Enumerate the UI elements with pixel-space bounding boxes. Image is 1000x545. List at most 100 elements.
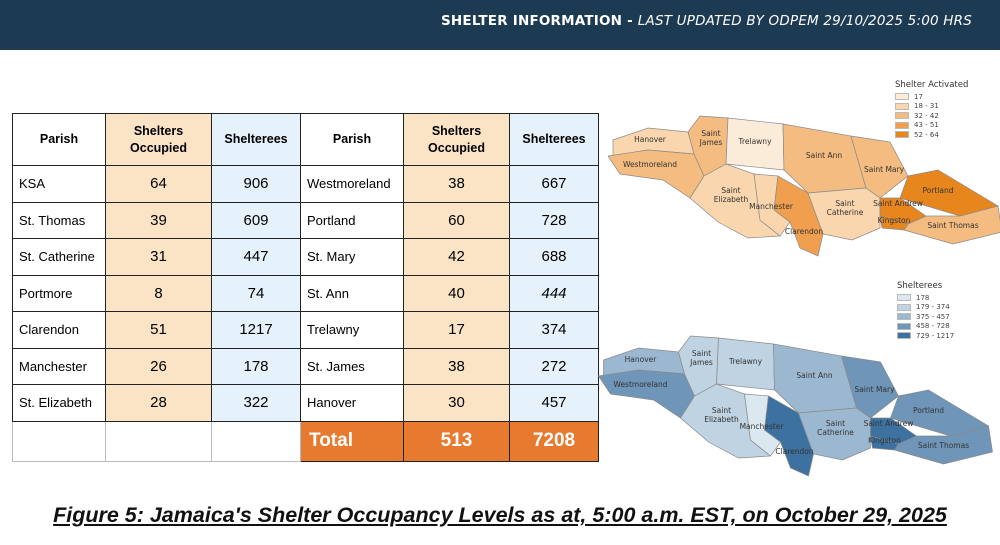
parish-label-st-james: Saint James [689, 349, 713, 367]
parish-cell: St. Elizabeth [12, 384, 106, 422]
parish-label-hanover: Hanover [625, 355, 658, 364]
legend-item: 18 - 31 [895, 102, 968, 112]
table-row: Clarendon 51 1217 Trelawny 17 374 [12, 311, 599, 349]
parish-cell: Portland [300, 201, 404, 239]
total-occupied: 513 [403, 420, 510, 462]
shelters-occupied-cell: 42 [403, 238, 510, 276]
legend-swatch [897, 313, 911, 321]
parish-label-hanover: Hanover [634, 135, 667, 144]
col-parish: Parish [12, 113, 106, 166]
parish-label-st-james: Saint James [699, 129, 723, 147]
shelterees-cell: 444 [509, 274, 599, 312]
parish-label-trelawny: Trelawny [728, 357, 763, 366]
parish-label-kingston: Kingston [868, 436, 901, 445]
parish-label-st-catherine: Saint Catherine [827, 199, 864, 217]
parish-label-kingston: Kingston [878, 216, 911, 225]
legend-label: 18 - 31 [914, 102, 939, 111]
parish-cell: KSA [12, 165, 106, 203]
page-header: SHELTER INFORMATION - LAST UPDATED BY OD… [0, 0, 1000, 50]
legend-item: 729 - 1217 [897, 331, 954, 341]
parish-label-st-thomas: Saint Thomas [918, 441, 969, 450]
parish-label-st-ann: Saint Ann [796, 371, 832, 380]
parish-label-st-mary: Saint Mary [854, 385, 895, 394]
legend-item: 179 - 374 [897, 303, 954, 313]
parish-cell: Westmoreland [300, 165, 404, 203]
parish-cell: Hanover [300, 384, 404, 422]
legend-item: 52 - 64 [895, 130, 968, 140]
shelters-occupied-cell: 26 [105, 347, 212, 385]
parish-label-trelawny: Trelawny [737, 137, 772, 146]
total-shelterees: 7208 [509, 420, 599, 462]
table-row: Portmore 8 74 St. Ann 40 444 [12, 274, 599, 312]
legend-swatch [897, 303, 911, 311]
legend-label: 729 - 1217 [916, 331, 955, 340]
shelters-occupied-cell: 31 [105, 238, 212, 276]
parish-cell: St. Catherine [12, 238, 106, 276]
shelters-occupied-cell: 60 [403, 201, 510, 239]
legend-item: 178 [897, 293, 954, 303]
shelterees-cell: 1217 [211, 311, 301, 349]
shelter-table: Parish Shelters Occupied Shelterees Pari… [12, 113, 599, 462]
parish-st-catherine [798, 407, 871, 461]
shelterees-map: Hanover Westmoreland Saint James Trelawny Sai… [597, 335, 993, 477]
legend-title: Shelterees [897, 281, 943, 291]
parish-cell: St. Thomas [12, 201, 106, 239]
shelterees-cell: 906 [211, 165, 301, 203]
legend-swatch [895, 112, 909, 120]
parish-westmoreland [597, 369, 695, 419]
parish-st-mary [850, 135, 909, 199]
parish-label-st-thomas: Saint Thomas [927, 221, 978, 230]
parish-cell: St. Mary [300, 238, 404, 276]
legend-swatch [895, 102, 909, 110]
parish-cell: Manchester [12, 347, 106, 385]
shelter-activated-map: Hanover Westmoreland Saint James Trelawny Sai… [608, 115, 1000, 257]
table-row: St. Catherine 31 447 St. Mary 42 688 [12, 238, 599, 276]
legend-swatch [897, 294, 911, 302]
shelters-occupied-cell: 38 [403, 165, 510, 203]
col-shelters-occupied-2: Shelters Occupied [403, 113, 510, 166]
shelterees-cell: 728 [509, 201, 599, 239]
parish-label-westmoreland: Westmoreland [613, 380, 667, 389]
parish-label-st-ann: Saint Ann [806, 151, 842, 160]
col-shelterees: Shelterees [211, 113, 301, 166]
legend-label: 458 - 728 [916, 322, 950, 331]
parish-label-portland: Portland [913, 406, 944, 415]
shelterees-cell: 457 [509, 384, 599, 422]
legend-swatch [895, 131, 909, 139]
parish-st-thomas [903, 205, 1000, 245]
shelters-occupied-cell: 30 [403, 384, 510, 422]
legend-label: 179 - 374 [916, 303, 950, 312]
parish-label-st-andrew: Saint Andrew [873, 199, 923, 208]
legend-label: 375 - 457 [916, 312, 950, 321]
shelter-activated-legend: Shelter Activated 17 18 - 31 32 - 42 43 - 51… [895, 80, 968, 140]
shelterees-cell: 178 [211, 347, 301, 385]
parish-label-st-mary: Saint Mary [864, 165, 905, 174]
col-shelterees-2: Shelterees [509, 113, 599, 166]
table-row: St. Elizabeth 28 322 Hanover 30 457 [12, 384, 599, 422]
legend-swatch [897, 332, 911, 340]
shelterees-legend: Shelterees 178 179 - 374 375 - 457 458 - 728… [897, 281, 954, 341]
figure-caption: Figure 5: Jamaica's Shelter Occupancy Le… [53, 503, 947, 527]
table-row: St. Thomas 39 609 Portland 60 728 [12, 201, 599, 239]
shelters-occupied-cell: 64 [105, 165, 212, 203]
parish-cell: Trelawny [300, 311, 404, 349]
shelterees-cell: 374 [509, 311, 599, 349]
legend-item: 375 - 457 [897, 312, 954, 322]
parish-cell: St. James [300, 347, 404, 385]
legend-label: 32 - 42 [914, 111, 939, 120]
col-shelters-occupied: Shelters Occupied [105, 113, 212, 166]
table-header-row: Parish Shelters Occupied Shelterees Pari… [12, 113, 599, 166]
legend-label: 178 [916, 293, 930, 302]
legend-swatch [895, 93, 909, 101]
legend-swatch [895, 121, 909, 129]
parish-st-thomas [893, 425, 993, 465]
parish-label-st-andrew: Saint Andrew [864, 419, 914, 428]
parish-label-manchester: Manchester [749, 202, 794, 211]
parish-st-catherine [807, 187, 881, 241]
shelterees-cell: 447 [211, 238, 301, 276]
parish-label-manchester: Manchester [740, 422, 785, 431]
total-label: Total [300, 420, 404, 462]
parish-label-st-elizabeth: Saint Elizabeth [704, 406, 739, 424]
total-row: Total 513 7208 [12, 420, 599, 462]
shelterees-cell: 74 [211, 274, 301, 312]
